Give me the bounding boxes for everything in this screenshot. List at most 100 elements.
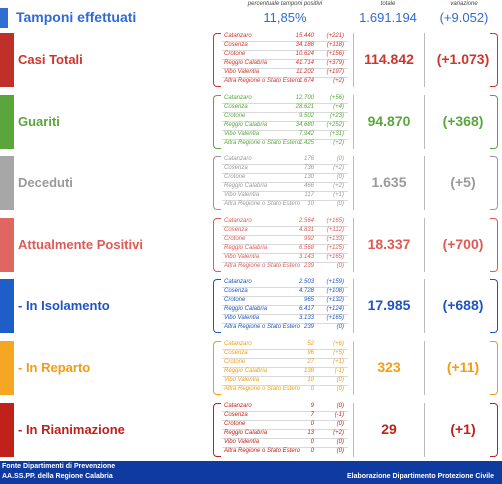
section-total: 1.635 [371,174,407,191]
province-value: 9.502 [298,112,314,119]
section-variation: (+368) [442,112,484,129]
province-row: Altra Regione o Stato Estero 1.425 (+2) [222,140,348,149]
province-value: 6.568 [298,244,314,251]
section-total: 18.337 [367,235,411,252]
province-name: Cosenza [224,165,248,172]
column-divider [424,217,425,272]
province-name: Reggio Calabria [224,183,268,190]
province-delta: (+132) [326,297,344,304]
column-divider [353,156,354,211]
province-name: Catanzaro [224,156,252,163]
province-name: Altra Regione o Stato Estero [224,139,301,146]
header-pct-label: percentuale tamponi positivi [247,1,323,7]
province-delta: (+1) [333,359,344,365]
province-row: Catanzaro 2.503 (+159) [222,279,348,289]
province-row: Vibo Valentia 10 (0) [222,377,348,386]
province-row: Crotone 130 (0) [222,174,348,184]
province-value: 992 [303,235,314,242]
province-name: Catanzaro [224,94,252,101]
province-delta: (+125) [326,244,344,251]
province-value: 12.700 [295,94,314,101]
section-bar [0,402,14,457]
section-label: Attualmente Positivi [18,236,143,252]
province-row: Cosenza 7 (-1) [222,412,348,421]
province-delta: (+118) [326,42,344,48]
province-value: 466 [303,183,314,190]
province-value: 34.680 [295,121,314,128]
province-row: Vibo Valentia 3.133 (+165) [222,315,348,325]
province-name: Cosenza [224,350,248,356]
section-label: - In Rianimazione [18,421,125,437]
section-bar [0,33,14,87]
province-name: Catanzaro [224,341,252,347]
section-in-reparto: - In Reparto Catanzaro 52 (+6) Cosenza 96 (+5)… [0,341,502,395]
section-label: Deceduti [18,175,73,191]
province-delta: (+23) [329,112,344,119]
bracket-left [213,279,221,334]
province-row: Altra Regione o Stato Estero 0 (0) [222,386,348,395]
province-delta: (+221) [326,33,344,39]
section-in-rianimazione: - In Rianimazione Catanzaro 9 (0) Cosenza 7 (-… [0,402,502,457]
section-total: 114.842 [364,51,414,67]
column-divider [353,402,354,457]
province-value: 10 [307,377,314,383]
province-name: Reggio Calabria [224,429,268,436]
province-list: Catanzaro 2.564 (+165) Cosenza 4.831 (+112) Cr… [222,218,348,272]
province-delta: (+124) [326,306,344,313]
province-value: 28.621 [295,103,314,110]
column-divider [353,341,354,395]
province-value: 10 [307,201,314,208]
province-name: Cosenza [224,288,248,295]
tamponi-title: Tamponi effettuati [16,9,137,25]
column-divider [353,33,354,87]
province-value: 3.143 [298,253,314,260]
column-divider [424,402,425,457]
province-row: Cosenza 34.188 (+118) [222,42,348,51]
footer: Fonte Dipartimenti di Prevenzione AA.SS.… [0,461,502,484]
province-row: Catanzaro 12.700 (+56) [222,95,348,104]
province-delta: (+6) [333,341,344,347]
province-name: Cosenza [224,411,248,418]
province-delta: (+2) [333,429,344,436]
section-total: 94.870 [367,112,411,129]
province-value: 7 [310,411,314,418]
province-value: 2.503 [298,279,314,286]
province-row: Altra Regione o Stato Estero 10 (0) [222,201,348,210]
province-delta: (+2) [333,165,344,172]
province-delta: (0) [336,447,344,454]
province-delta: (0) [336,201,344,208]
province-delta: (+5) [333,350,344,356]
province-row: Reggio Calabria 466 (+2) [222,183,348,193]
province-name: Reggio Calabria [224,306,268,313]
province-delta: (+379) [326,60,344,66]
province-value: 176 [303,156,314,163]
province-delta: (0) [336,174,344,181]
section-variation: (+5) [450,174,476,191]
column-divider [424,341,425,395]
province-delta: (+165) [326,315,344,322]
province-name: Catanzaro [224,279,252,286]
section-total: 17.985 [367,297,411,314]
bracket-left [213,217,221,272]
province-row: Catanzaro 176 (0) [222,156,348,166]
province-row: Vibo Valentia 3.143 (+165) [222,254,348,263]
bracket-left [213,402,221,457]
bracket-right [490,341,498,395]
section-label: Guariti [18,113,60,129]
province-delta: (0) [336,156,344,163]
province-name: Reggio Calabria [224,368,268,374]
province-delta: (+2) [333,139,344,146]
section-total: 29 [381,420,397,437]
province-row: Crotone 10.624 (+156) [222,51,348,60]
province-row: Vibo Valentia 0 (0) [222,439,348,448]
bracket-left [213,341,221,395]
province-value: 138 [303,368,314,374]
section-variation: (+1.073) [436,51,490,67]
column-divider [353,217,354,272]
province-row: Catanzaro 9 (0) [222,403,348,412]
province-name: Cosenza [224,226,248,233]
footer-source-line1: Fonte Dipartimenti di Prevenzione [2,463,116,470]
section-variation: (+700) [442,235,484,252]
province-name: Reggio Calabria [224,60,268,66]
province-value: 96 [307,350,314,356]
